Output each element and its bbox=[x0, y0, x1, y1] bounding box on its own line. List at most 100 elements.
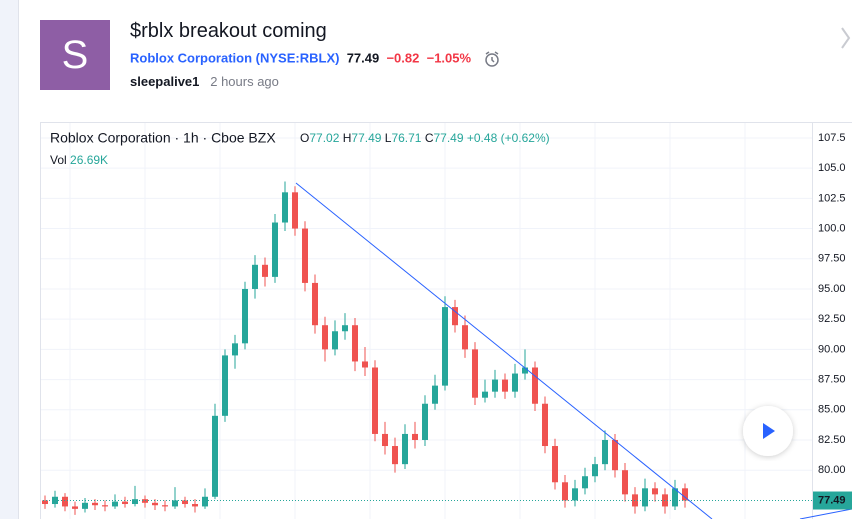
candle-body bbox=[452, 307, 458, 326]
candle-body bbox=[132, 499, 138, 505]
candle-body bbox=[552, 446, 558, 483]
vol: 26.69K bbox=[70, 153, 108, 167]
play-icon[interactable] bbox=[763, 423, 775, 439]
candle-body bbox=[252, 264, 258, 289]
candle-body bbox=[372, 367, 378, 434]
author-line: sleepalive1 2 hours ago bbox=[130, 74, 279, 89]
y-tick-label: 87.50 bbox=[818, 373, 846, 385]
candle-body bbox=[502, 379, 508, 392]
y-tick-label: 100.0 bbox=[818, 222, 846, 234]
h-label: H bbox=[343, 131, 352, 145]
candle-body bbox=[592, 464, 598, 477]
candle-body bbox=[112, 501, 118, 507]
y-tick-label: 92.50 bbox=[818, 313, 846, 325]
candle-body bbox=[382, 433, 388, 447]
price: 77.49 bbox=[346, 50, 380, 66]
alert-icon[interactable] bbox=[483, 50, 501, 68]
candle-body bbox=[42, 500, 48, 505]
candle-body bbox=[672, 488, 678, 507]
legend-ohlc: O77.02 H77.49 L76.71 C77.49 +0.48 (+0.62… bbox=[300, 131, 550, 145]
candle-body bbox=[352, 325, 358, 362]
sidebar bbox=[0, 0, 19, 519]
candle-body bbox=[272, 222, 278, 277]
candle-body bbox=[422, 403, 428, 440]
h: 77.49 bbox=[351, 131, 381, 145]
c-label: C bbox=[425, 131, 434, 145]
candle-body bbox=[512, 373, 518, 392]
candle-body bbox=[82, 502, 88, 509]
y-tick-label: 85.00 bbox=[818, 404, 846, 416]
candle-body bbox=[232, 343, 238, 356]
candle-body bbox=[72, 506, 78, 509]
candle-body bbox=[572, 488, 578, 501]
candle-body bbox=[122, 501, 128, 505]
vol-label: Vol bbox=[50, 153, 67, 167]
candle-body bbox=[392, 446, 398, 465]
avatar[interactable]: S bbox=[40, 20, 110, 90]
symbol[interactable]: (NYSE:RBLX) bbox=[255, 50, 340, 66]
candle-body bbox=[262, 264, 268, 277]
candle-body bbox=[522, 367, 528, 374]
candle-body bbox=[402, 433, 408, 465]
y-tick-label: 105.0 bbox=[818, 162, 846, 174]
candle-body bbox=[172, 500, 178, 507]
candle-body bbox=[682, 488, 688, 501]
idea-title[interactable]: $rblx breakout coming bbox=[130, 20, 327, 42]
change-pct: −1.05% bbox=[426, 50, 472, 66]
o: 77.02 bbox=[309, 131, 339, 145]
last-price-label: 77.49 bbox=[818, 494, 846, 506]
candle-body bbox=[222, 355, 228, 416]
y-tick-label: 90.00 bbox=[818, 343, 846, 355]
y-tick-label: 102.5 bbox=[818, 192, 846, 204]
play-button[interactable] bbox=[743, 406, 793, 456]
y-tick-label: 107.5 bbox=[818, 132, 846, 144]
vol-legend: Vol 26.69K bbox=[50, 153, 108, 167]
candle-body bbox=[212, 415, 218, 497]
y-tick-label: 95.00 bbox=[818, 283, 846, 295]
candle-body bbox=[62, 496, 68, 507]
candle-body bbox=[182, 500, 188, 505]
candle-body bbox=[562, 482, 568, 501]
candle-body bbox=[362, 361, 368, 368]
candle-body bbox=[432, 385, 438, 404]
chg-pct: (+0.62%) bbox=[501, 131, 550, 145]
candle-body bbox=[642, 488, 648, 507]
candle-body bbox=[152, 502, 158, 506]
candle-body bbox=[342, 325, 348, 332]
l-label: L bbox=[385, 131, 392, 145]
company[interactable]: Roblox Corporation bbox=[130, 50, 253, 66]
candle-body bbox=[532, 367, 538, 404]
candle-body bbox=[472, 349, 478, 398]
candle-body bbox=[312, 282, 318, 326]
trend-line bbox=[295, 182, 713, 519]
time: 2 hours ago bbox=[210, 74, 279, 89]
candle-body bbox=[462, 325, 468, 350]
candle-body bbox=[242, 288, 248, 344]
candle-body bbox=[482, 391, 488, 398]
candle-body bbox=[322, 325, 328, 350]
candle-body bbox=[102, 505, 108, 507]
chg: +0.48 bbox=[467, 131, 498, 145]
last-price-tag bbox=[813, 491, 852, 510]
candle-body bbox=[332, 331, 338, 350]
candle-body bbox=[202, 496, 208, 507]
candle-body bbox=[612, 439, 618, 471]
y-tick-label: 97.50 bbox=[818, 253, 846, 265]
candle-body bbox=[302, 228, 308, 283]
author[interactable]: sleepalive1 bbox=[130, 74, 200, 89]
candle-body bbox=[282, 192, 288, 223]
legend-name: Roblox Corporation · 1h · Cboe BZX bbox=[50, 130, 276, 146]
candle-body bbox=[492, 379, 498, 392]
y-tick-label: 82.50 bbox=[818, 434, 846, 446]
symbol-line: Roblox Corporation (NYSE:RBLX) 77.49 −0.… bbox=[130, 50, 501, 68]
change: −0.82 bbox=[386, 50, 420, 66]
candle-body bbox=[292, 192, 298, 229]
trend-line-2 bbox=[799, 508, 852, 519]
l: 76.71 bbox=[391, 131, 421, 145]
candle-body bbox=[92, 502, 98, 506]
candle-body bbox=[412, 433, 418, 440]
y-tick-label: 80.00 bbox=[818, 464, 846, 476]
candle-body bbox=[192, 504, 198, 507]
